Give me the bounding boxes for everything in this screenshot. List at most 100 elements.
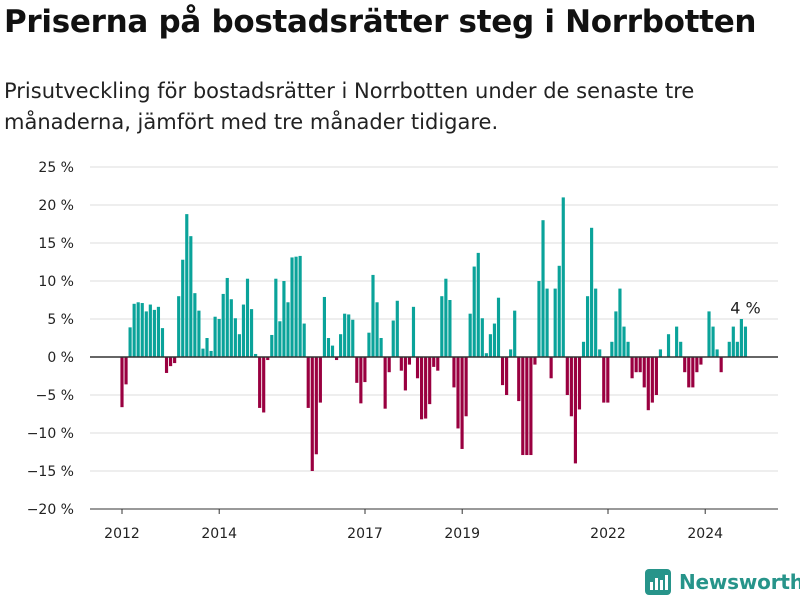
- bar: [444, 278, 448, 357]
- bar: [650, 357, 654, 403]
- bar: [440, 296, 444, 357]
- x-tick-label: 2022: [590, 526, 626, 542]
- bar: [606, 357, 610, 403]
- y-tick-label: −20 %: [27, 502, 74, 518]
- bar: [156, 306, 161, 357]
- bar: [302, 323, 306, 357]
- bar: [395, 300, 399, 357]
- bar: [270, 334, 274, 357]
- bar: [735, 341, 739, 357]
- grid-lines: [90, 166, 778, 510]
- bar: [496, 297, 501, 357]
- bar: [164, 357, 169, 373]
- bar: [602, 357, 606, 403]
- bar: [525, 357, 529, 456]
- bar: [387, 357, 391, 373]
- bar: [363, 357, 367, 383]
- bar: [128, 327, 132, 357]
- bar: [630, 357, 634, 379]
- bar: [565, 357, 569, 395]
- bar: [193, 293, 197, 357]
- bar: [177, 296, 181, 357]
- bar: [428, 357, 432, 405]
- brand-logo: Newsworthy: [645, 569, 800, 595]
- bar: [379, 338, 383, 357]
- bar: [233, 318, 237, 357]
- bar: [415, 357, 420, 379]
- bar: [460, 357, 464, 449]
- bar: [330, 345, 335, 357]
- bar: [213, 316, 217, 357]
- bar: [476, 252, 480, 357]
- chart-subtitle: Prisutveckling för bostadsrätter i Norrb…: [4, 79, 695, 134]
- bar: [274, 278, 278, 357]
- bar: [294, 256, 298, 357]
- bar: [205, 338, 209, 357]
- bar: [120, 357, 124, 408]
- bar: [500, 357, 505, 386]
- bar: [646, 357, 650, 411]
- bar: [642, 357, 646, 388]
- bar: [326, 338, 331, 357]
- bar: [581, 341, 586, 357]
- bar: [221, 293, 225, 357]
- bar: [314, 357, 318, 455]
- bar: [371, 274, 375, 357]
- bar: [282, 281, 286, 357]
- bar: [707, 311, 711, 357]
- bar: [452, 357, 456, 388]
- bar: [509, 349, 513, 357]
- bar: [492, 323, 497, 357]
- bar: [743, 326, 748, 357]
- bar: [132, 303, 136, 357]
- bar: [249, 309, 254, 357]
- bar: [569, 357, 573, 417]
- bar: [286, 302, 290, 357]
- bar: [691, 357, 695, 388]
- bar: [622, 326, 626, 357]
- y-tick-label: 10 %: [38, 274, 74, 290]
- bar: [654, 357, 658, 395]
- x-tick-label: 2014: [201, 526, 237, 542]
- bar: [666, 334, 671, 357]
- bar: [513, 310, 517, 357]
- bar-chart: −20 % −15 % −10 % −5 % 0 % 5 % 10 % 15 % 20 % 25 …: [27, 160, 778, 542]
- bar: [614, 311, 618, 357]
- bar: [634, 357, 638, 373]
- bar: [638, 357, 642, 373]
- bar: [144, 311, 148, 357]
- bar: [731, 326, 735, 357]
- bar: [136, 302, 140, 357]
- bar: [318, 357, 322, 403]
- bar: [262, 357, 266, 413]
- bar: [675, 326, 679, 357]
- bar: [695, 357, 699, 373]
- bar: [436, 357, 440, 371]
- newsworthy-logo-icon: [645, 569, 671, 595]
- bar: [488, 334, 492, 357]
- bar: [266, 357, 270, 361]
- bar: [464, 357, 468, 417]
- bar: [173, 357, 177, 364]
- bar: [537, 281, 541, 357]
- bar: [148, 304, 152, 357]
- bar: [420, 357, 424, 420]
- bar: [557, 265, 561, 357]
- bar: [711, 326, 715, 357]
- bar: [254, 353, 258, 357]
- x-tick-label: 2019: [444, 526, 480, 542]
- x-tick-label: 2024: [687, 526, 723, 542]
- bar: [448, 300, 452, 357]
- bar: [687, 357, 691, 388]
- bar: [217, 319, 221, 357]
- bar: [585, 296, 590, 357]
- y-tick-label: −15 %: [27, 464, 74, 480]
- bar: [610, 341, 614, 357]
- y-tick-label: −5 %: [36, 388, 74, 404]
- bar: [553, 288, 557, 357]
- bar: [411, 306, 416, 357]
- bar: [306, 357, 310, 408]
- bar: [626, 341, 630, 357]
- bar: [484, 353, 488, 357]
- bar: [140, 303, 144, 357]
